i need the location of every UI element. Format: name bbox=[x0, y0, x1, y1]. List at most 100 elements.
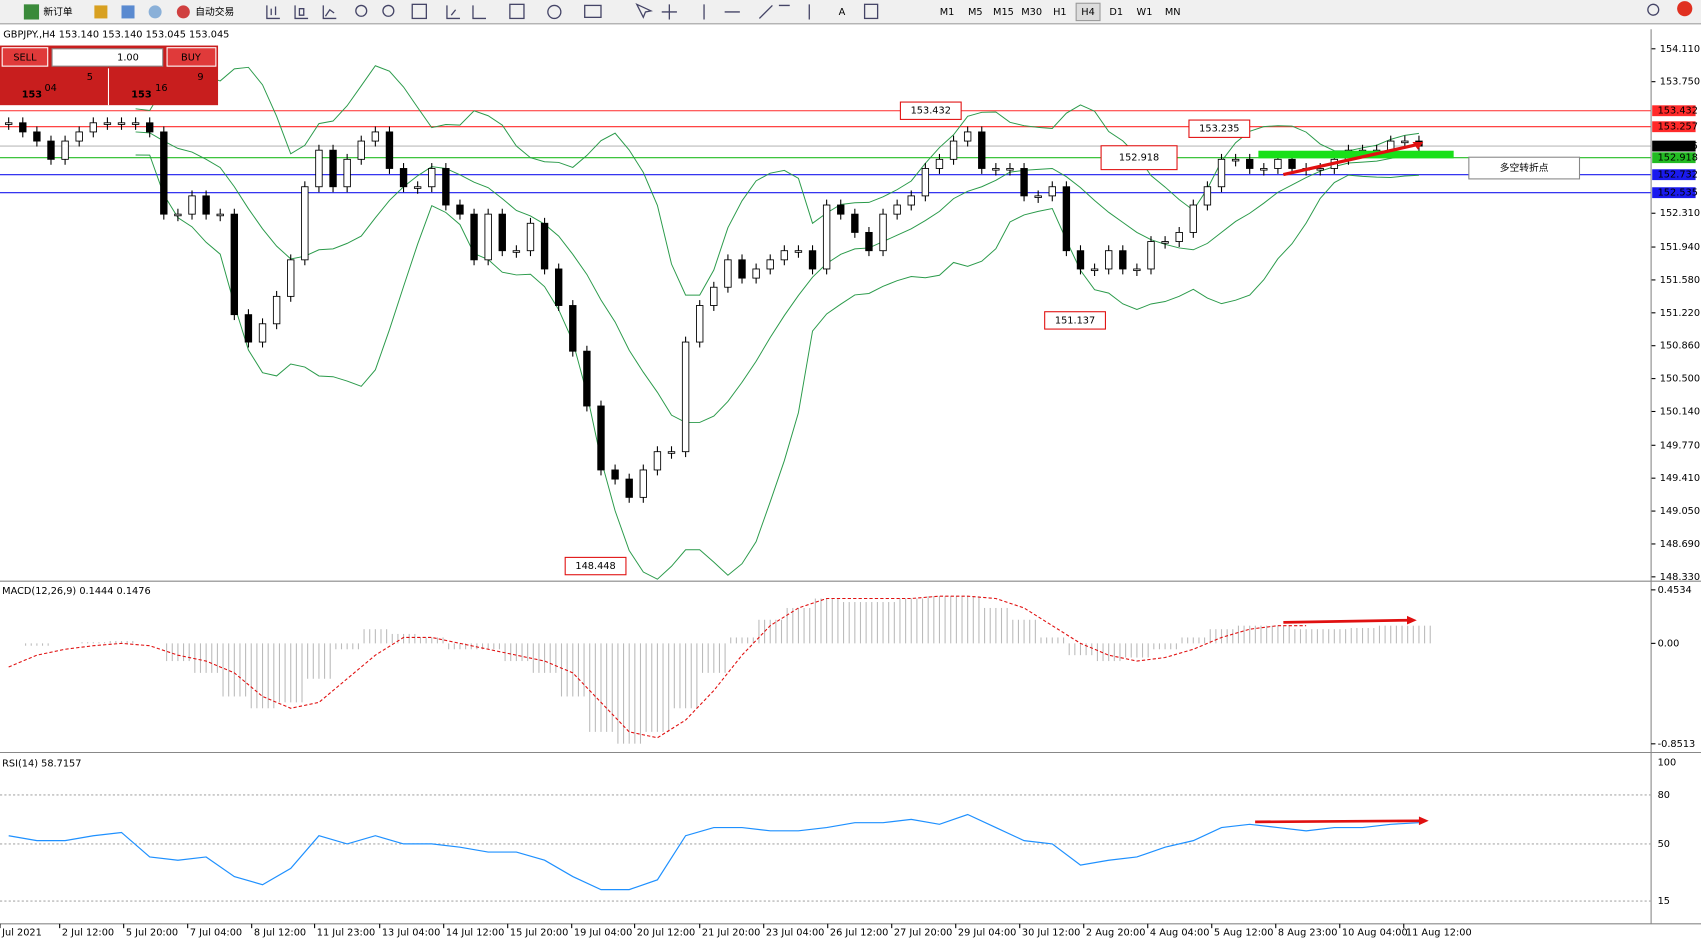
zoom-in[interactable] bbox=[355, 4, 368, 17]
price-tick-label: 149.770 bbox=[1660, 440, 1700, 451]
candle bbox=[794, 250, 803, 253]
candle bbox=[61, 140, 69, 160]
tool-icon[interactable] bbox=[446, 5, 460, 20]
price-annotation-box bbox=[1044, 311, 1106, 330]
candle bbox=[1231, 158, 1240, 162]
tool-icon[interactable] bbox=[294, 5, 309, 20]
timeframe-button[interactable]: D1 bbox=[1109, 7, 1123, 18]
price-annotation-box bbox=[564, 556, 627, 576]
price-annotation: 151.137 bbox=[1055, 315, 1095, 326]
candle bbox=[1034, 195, 1042, 198]
zoom-out[interactable] bbox=[382, 4, 395, 17]
tool-icon[interactable] bbox=[121, 5, 135, 19]
candle bbox=[780, 250, 789, 261]
notification[interactable] bbox=[1677, 1, 1693, 17]
candle bbox=[667, 451, 676, 454]
sell-button[interactable] bbox=[1, 47, 49, 67]
candle bbox=[512, 250, 521, 253]
ask-point[interactable]: 9 bbox=[197, 72, 203, 83]
timeframe-button[interactable]: M15 bbox=[993, 7, 1014, 18]
x-tick-label: Jul 2021 bbox=[1, 927, 42, 938]
candle bbox=[1189, 204, 1197, 233]
buy-label[interactable]: BUY bbox=[181, 52, 201, 63]
timeframe-button[interactable]: W1 bbox=[1137, 7, 1153, 18]
x-tick-label: 5 Jul 20:00 bbox=[126, 927, 178, 938]
new-order-icon[interactable] bbox=[23, 4, 40, 20]
bollinger-band bbox=[135, 154, 1419, 580]
candle bbox=[117, 122, 126, 125]
candle bbox=[188, 195, 196, 215]
candle bbox=[456, 204, 464, 215]
text-tool[interactable]: A bbox=[839, 7, 846, 18]
tool-icon[interactable] bbox=[266, 5, 280, 20]
auto-trading-button[interactable]: 自动交易 bbox=[195, 5, 234, 18]
candle bbox=[738, 259, 746, 279]
timeframe-button[interactable]: M30 bbox=[1021, 7, 1042, 18]
bid-big[interactable]: 153 bbox=[22, 89, 43, 100]
candle bbox=[498, 213, 506, 252]
price-tag bbox=[1652, 121, 1696, 133]
bid-point[interactable]: 5 bbox=[87, 72, 93, 83]
candle bbox=[272, 295, 281, 325]
ask-big[interactable]: 153 bbox=[131, 89, 152, 100]
x-tick-label: 8 Aug 23:00 bbox=[1278, 927, 1338, 938]
timeframe-button[interactable]: MN bbox=[1165, 7, 1181, 18]
candle bbox=[202, 195, 210, 215]
auto-trading-icon[interactable] bbox=[176, 5, 190, 19]
crosshair[interactable] bbox=[661, 4, 677, 20]
x-tick-label: 5 Aug 12:00 bbox=[1214, 927, 1274, 938]
periods[interactable] bbox=[547, 4, 562, 20]
cursor[interactable] bbox=[635, 2, 653, 19]
candle bbox=[1090, 268, 1099, 272]
candle bbox=[639, 469, 647, 498]
candle bbox=[343, 158, 351, 188]
tool-icon[interactable] bbox=[94, 5, 108, 19]
price-annotation-box bbox=[1188, 119, 1251, 138]
price-pane: 154.110 153.750 152.310 151.940 151.580 151.2… bbox=[0, 44, 1700, 583]
x-tick-label: 20 Jul 12:00 bbox=[637, 927, 695, 938]
price-annotation: 153.432 bbox=[911, 106, 951, 117]
x-tick-label: 7 Jul 04:00 bbox=[190, 927, 242, 938]
candle bbox=[851, 213, 859, 233]
templates[interactable] bbox=[584, 4, 602, 18]
indicators[interactable] bbox=[509, 3, 525, 20]
candle bbox=[1104, 250, 1113, 270]
buy-button[interactable] bbox=[166, 47, 217, 67]
x-tick-label: 2 Aug 20:00 bbox=[1086, 927, 1146, 938]
tool-icon[interactable] bbox=[472, 5, 486, 20]
candle bbox=[385, 131, 394, 169]
lots-input[interactable] bbox=[51, 48, 164, 67]
candle bbox=[935, 158, 944, 169]
candle bbox=[1062, 186, 1071, 252]
price-annotation: 148.448 bbox=[575, 561, 615, 572]
candle bbox=[724, 259, 732, 288]
timeframe-button[interactable]: H4 bbox=[1081, 7, 1095, 18]
macd-tick-label: 0.4534 bbox=[1658, 585, 1692, 596]
candle bbox=[75, 131, 83, 142]
line-tools[interactable] bbox=[703, 4, 810, 20]
candle bbox=[1316, 168, 1324, 171]
candle bbox=[484, 213, 492, 261]
search[interactable] bbox=[1647, 3, 1660, 16]
new-order-button[interactable]: 新订单 bbox=[43, 5, 73, 18]
bid-pips[interactable]: 04 bbox=[44, 83, 56, 94]
candle bbox=[569, 305, 577, 352]
timeframe-button[interactable]: M5 bbox=[968, 7, 983, 18]
candle bbox=[696, 305, 704, 343]
timeframe-button[interactable]: H1 bbox=[1053, 7, 1067, 18]
candle bbox=[1246, 158, 1254, 169]
ask-pips[interactable]: 16 bbox=[155, 83, 167, 94]
sell-label[interactable]: SELL bbox=[13, 52, 37, 63]
lots-value[interactable]: 1.00 bbox=[117, 52, 139, 63]
tool-icon[interactable] bbox=[322, 5, 337, 20]
candle bbox=[244, 314, 253, 343]
candle bbox=[879, 213, 887, 252]
tool-icon[interactable] bbox=[148, 5, 162, 19]
tile[interactable] bbox=[411, 3, 427, 20]
x-tick-label: 2 Jul 12:00 bbox=[62, 927, 114, 938]
timeframe-button[interactable]: M1 bbox=[940, 7, 955, 18]
price-tag bbox=[1652, 187, 1696, 199]
candle bbox=[1260, 168, 1268, 171]
text-label[interactable] bbox=[863, 3, 879, 20]
price-tick-label: 150.500 bbox=[1660, 374, 1700, 385]
